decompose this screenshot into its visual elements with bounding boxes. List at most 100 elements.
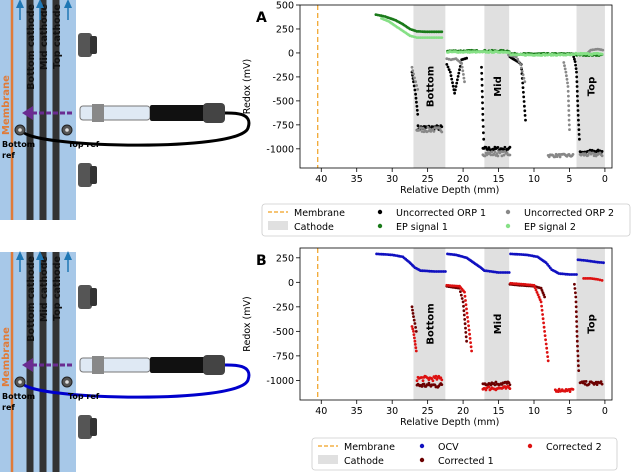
data-point	[469, 341, 472, 344]
clamp-block	[78, 33, 92, 57]
legend-label: Membrane	[344, 442, 395, 453]
reference-electrode-center	[65, 380, 69, 384]
data-point	[454, 85, 458, 88]
data-point	[568, 128, 571, 132]
y-tick-label: -250	[272, 72, 294, 83]
data-point	[568, 390, 572, 393]
data-point	[414, 92, 417, 96]
data-point	[445, 63, 449, 66]
data-series	[375, 252, 605, 276]
data-point	[541, 313, 544, 316]
data-point	[431, 379, 435, 383]
x-tick-label: 25	[422, 406, 434, 417]
data-point	[432, 130, 436, 133]
data-point	[421, 126, 425, 130]
bottom-ref-label: Bottom	[2, 392, 35, 401]
data-point	[480, 83, 484, 87]
data-point	[539, 300, 543, 304]
data-point	[464, 326, 467, 330]
data-point	[575, 315, 578, 318]
data-point	[413, 76, 416, 80]
data-point	[584, 380, 588, 383]
y-tick-label: 0	[288, 48, 294, 59]
data-point	[600, 52, 604, 56]
data-point	[567, 123, 571, 127]
left-arrow-icon	[22, 106, 33, 120]
plot-frame	[299, 4, 613, 169]
data-point	[490, 150, 494, 154]
legend-marker	[318, 455, 338, 464]
data-point	[541, 317, 545, 321]
data-point	[464, 299, 467, 302]
data-point	[458, 68, 461, 72]
up-arrow-icon	[16, 0, 24, 8]
legend-marker	[505, 209, 511, 215]
data-point	[447, 68, 451, 71]
data-point	[587, 382, 591, 386]
data-point	[522, 90, 525, 94]
chart-legend: Membrane Uncorrected ORP 1 Uncorrected ORP…	[261, 203, 631, 237]
data-point	[440, 36, 444, 39]
y-tick-label: 500	[276, 1, 294, 12]
data-point	[507, 271, 511, 274]
legend-label: OCV	[438, 442, 459, 453]
data-point	[577, 123, 581, 127]
legend-label: Membrane	[294, 208, 345, 219]
data-point	[493, 150, 497, 154]
up-arrow-icon	[16, 251, 24, 260]
data-point	[533, 286, 537, 289]
data-point	[448, 70, 452, 74]
y-tick-label: -750	[272, 120, 294, 131]
y-tick-label: -500	[272, 96, 294, 107]
data-point	[576, 104, 580, 108]
reference-electrode-center	[65, 128, 69, 132]
x-axis-label: Relative Depth (mm)	[400, 417, 499, 428]
data-point	[431, 127, 435, 131]
y-tick-label: -500	[272, 327, 294, 338]
data-point	[567, 99, 570, 103]
data-point	[499, 150, 503, 154]
data-point	[575, 334, 579, 338]
data-point	[410, 325, 414, 328]
data-point	[481, 118, 485, 122]
data-point	[415, 84, 418, 87]
bottom-ref-label: Bottom	[2, 140, 35, 149]
data-point	[563, 67, 567, 71]
data-point	[575, 70, 578, 74]
data-point	[416, 88, 420, 91]
data-point	[565, 77, 569, 81]
data-point	[446, 65, 450, 69]
data-point	[412, 315, 415, 318]
data-series	[410, 47, 605, 159]
cathode-band-label: Bottom	[425, 66, 436, 107]
legend-label: Cathode	[344, 456, 384, 467]
data-point	[545, 346, 549, 350]
data-point	[567, 109, 571, 112]
data-point	[574, 67, 578, 70]
legend-label: Corrected 2	[546, 442, 602, 453]
data-point	[480, 89, 484, 93]
probe-cap	[203, 103, 225, 123]
data-point	[567, 104, 571, 108]
data-point	[566, 81, 569, 85]
data-series	[380, 17, 604, 57]
clamp-knob	[90, 166, 97, 184]
data-point	[542, 293, 546, 297]
data-point	[573, 287, 577, 290]
data-point	[539, 286, 543, 290]
data-point	[544, 342, 548, 346]
data-point	[522, 76, 526, 80]
data-point	[413, 339, 417, 343]
data-point	[415, 100, 418, 104]
data-point	[450, 77, 454, 81]
data-point	[543, 295, 546, 299]
legend-label: Cathode	[294, 222, 334, 233]
data-point	[574, 300, 578, 304]
data-point	[575, 89, 579, 93]
data-point	[426, 125, 430, 129]
data-point	[532, 283, 536, 287]
data-point	[566, 89, 570, 93]
y-tick-label: -1000	[266, 144, 294, 155]
data-point	[445, 57, 449, 61]
data-point	[520, 70, 524, 73]
